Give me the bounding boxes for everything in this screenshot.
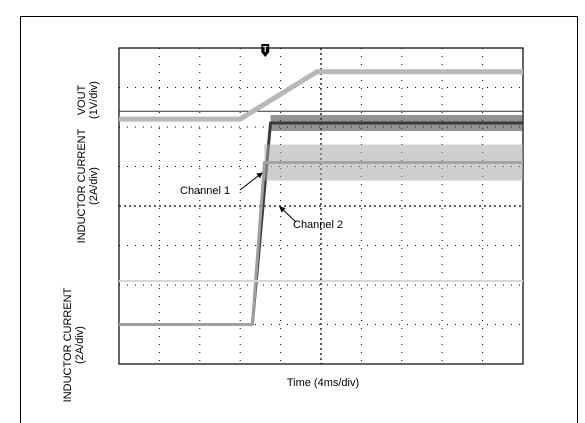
channel-2-arrow bbox=[279, 206, 297, 223]
channel-1-arrow bbox=[239, 172, 263, 191]
figure-frame bbox=[20, 16, 578, 423]
channel-2-ripple bbox=[264, 144, 523, 181]
x-axis-label: Time (4ms/div) bbox=[286, 377, 360, 389]
vout-trace bbox=[119, 69, 523, 122]
trigger-marker: T bbox=[261, 44, 270, 57]
channel-2-label: Channel 2 bbox=[293, 219, 344, 231]
channel-1-label: Channel 1 bbox=[180, 185, 231, 197]
trigger-marker-label: T bbox=[263, 45, 268, 54]
y-label-inductor-current-2: INDUCTOR CURRENT (2A/div) bbox=[62, 287, 86, 403]
y-label-inductor-current-1: INDUCTOR CURRENT (2A/div) bbox=[76, 128, 100, 244]
channel-1-ripple bbox=[270, 115, 523, 132]
annotation-arrows bbox=[239, 172, 297, 223]
traces bbox=[119, 69, 523, 326]
trigger-marker-shape bbox=[261, 44, 270, 57]
y-label-vout: VOUT (1V/div) bbox=[76, 81, 100, 119]
grid bbox=[118, 47, 524, 365]
